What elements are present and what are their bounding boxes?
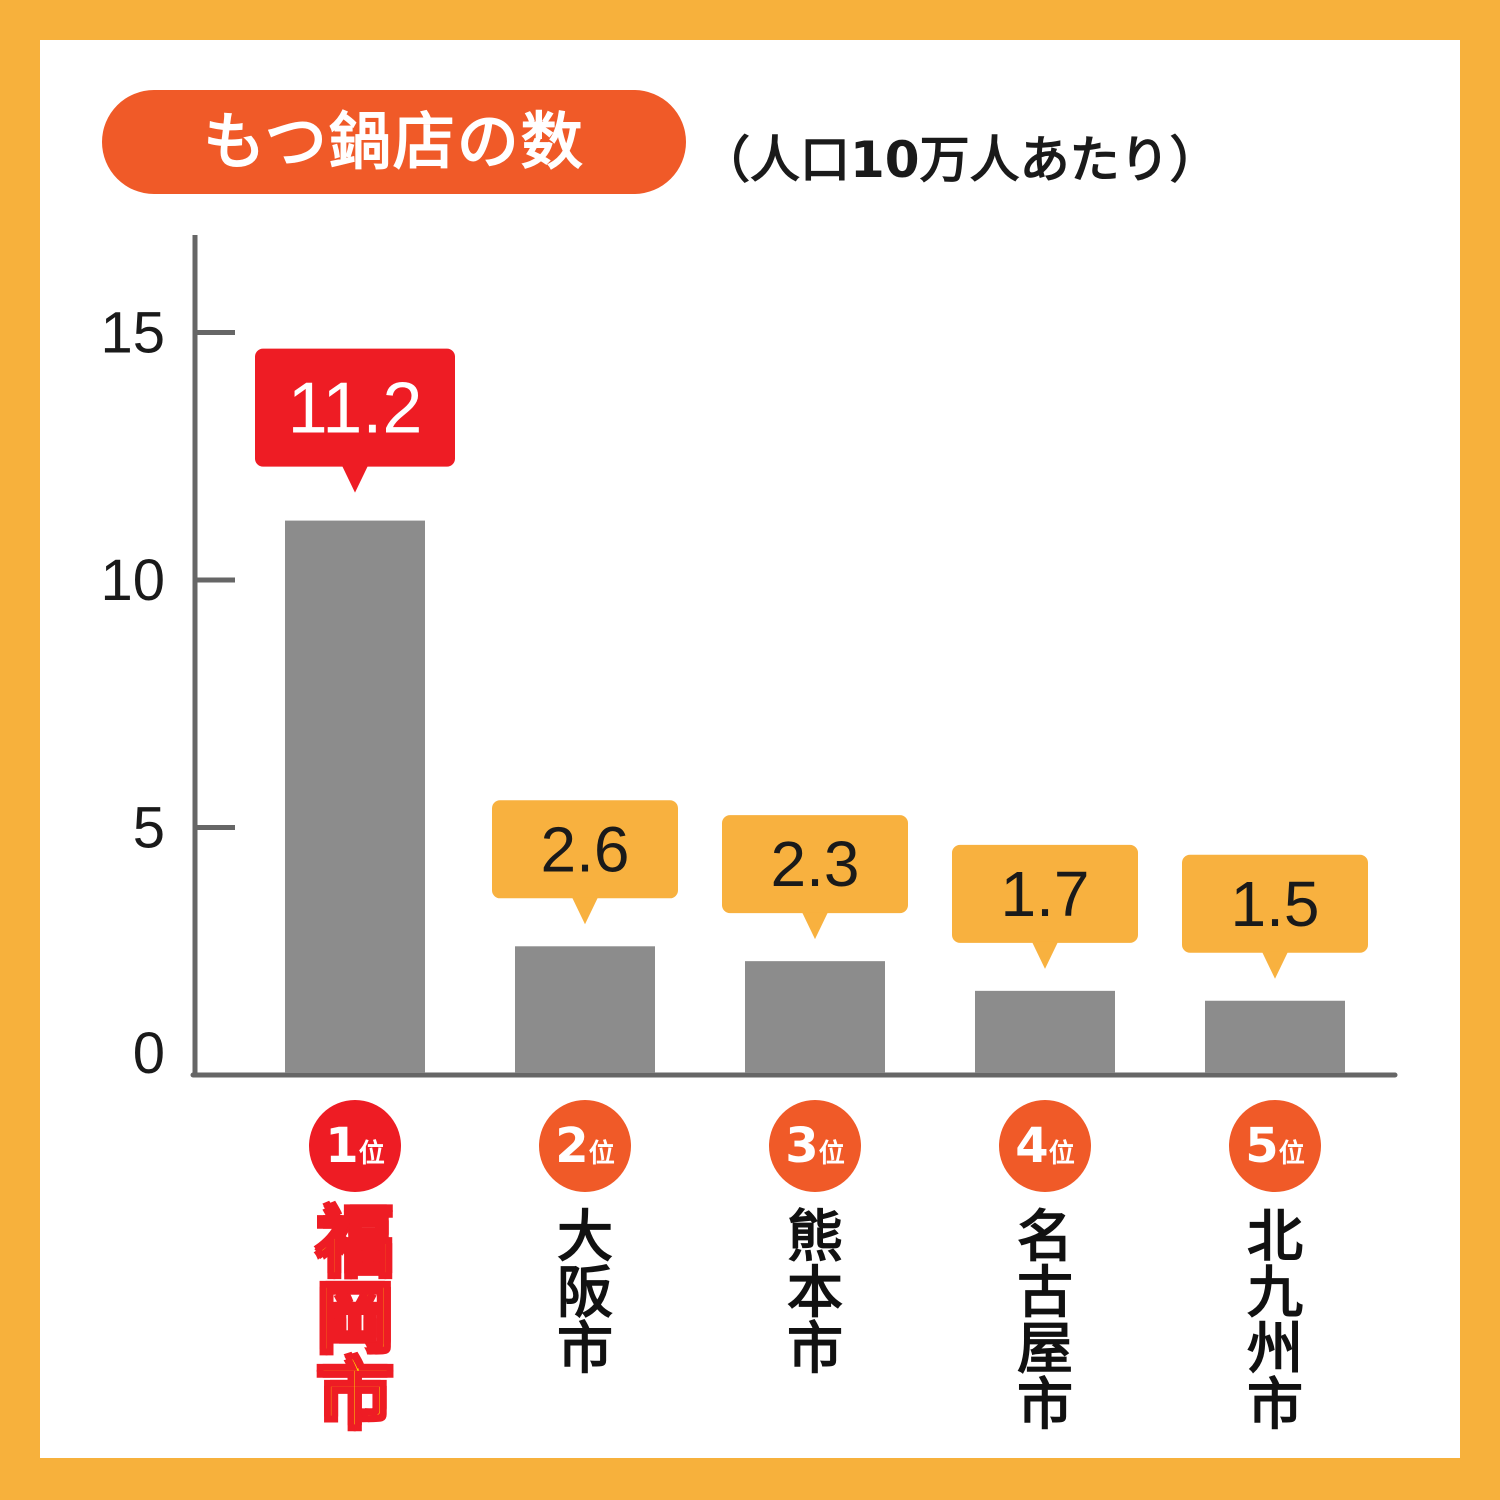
- value-callout: [952, 844, 1138, 943]
- callout-pointer: [572, 897, 598, 925]
- callout-pointer: [342, 465, 368, 493]
- value-callout: [1182, 854, 1368, 953]
- y-tick-label: 15: [100, 301, 165, 366]
- callout-pointer: [1262, 951, 1288, 979]
- rank-badge: 4位: [999, 1100, 1091, 1192]
- y-tick-label: 10: [100, 548, 165, 613]
- y-tick-label: 5: [133, 796, 165, 861]
- chart-title: もつ鍋店の数: [102, 90, 686, 194]
- rank-badge: 3位: [769, 1100, 861, 1192]
- rank-number: 1: [325, 1118, 359, 1174]
- value-label: 2.3: [771, 828, 860, 900]
- value-label: 11.2: [288, 369, 423, 449]
- bar: [745, 961, 885, 1073]
- bar: [285, 520, 425, 1073]
- bar: [1205, 1000, 1345, 1073]
- category-label: 大阪市: [557, 1205, 613, 1382]
- rank-suffix: 位: [358, 1139, 385, 1169]
- bar: [975, 990, 1115, 1073]
- rank-suffix: 位: [1048, 1139, 1075, 1169]
- callout-pointer: [802, 912, 828, 940]
- value-label: 2.6: [541, 813, 630, 885]
- rank-number: 3: [785, 1118, 819, 1174]
- value-callout: [492, 800, 678, 899]
- rank-badge: 2位: [539, 1100, 631, 1192]
- rank-suffix: 位: [1278, 1139, 1305, 1169]
- category-label: 熊本市: [787, 1205, 843, 1382]
- y-tick-label: 0: [133, 1021, 165, 1086]
- category-label: 北九州市: [1247, 1205, 1303, 1438]
- top-value-callout: [255, 348, 455, 467]
- rank-badge: 5位: [1229, 1100, 1321, 1192]
- value-label: 1.7: [1001, 858, 1090, 930]
- rank-suffix: 位: [588, 1139, 615, 1169]
- category-label: 名古屋市: [1017, 1205, 1073, 1438]
- rank-number: 4: [1015, 1118, 1049, 1174]
- bar: [515, 946, 655, 1073]
- rank-number: 5: [1245, 1118, 1279, 1174]
- rank-suffix: 位: [818, 1139, 845, 1169]
- value-callout: [722, 815, 908, 914]
- rank-number: 2: [555, 1118, 589, 1174]
- category-label: 福岡市: [316, 1198, 395, 1439]
- value-label: 1.5: [1231, 868, 1320, 940]
- chart-panel: [40, 40, 1460, 1458]
- chart-subtitle: （人口10万人あたり）: [700, 131, 1220, 189]
- rank-badge: 1位: [309, 1100, 401, 1192]
- callout-pointer: [1032, 941, 1058, 969]
